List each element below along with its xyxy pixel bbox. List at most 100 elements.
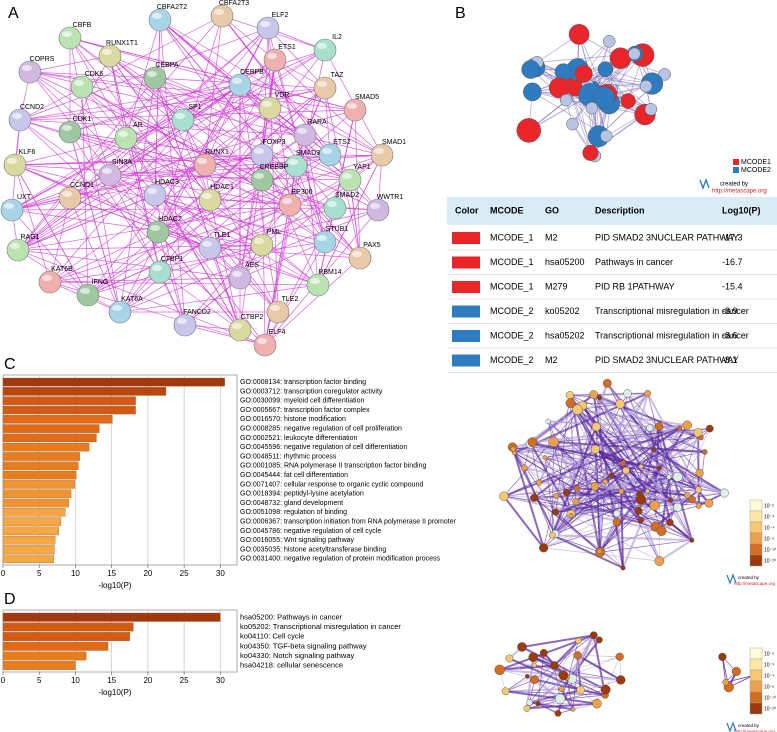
edge	[69, 131, 161, 273]
edge	[154, 77, 241, 331]
term-node	[649, 500, 660, 511]
node-shine	[102, 49, 112, 55]
edge	[605, 656, 621, 690]
term-node	[550, 661, 559, 670]
edge	[295, 165, 326, 243]
node-shine	[310, 278, 320, 284]
panel-label: C	[4, 356, 16, 373]
table-cell: MCODE_1	[490, 232, 534, 242]
protein-node	[198, 236, 222, 260]
logo	[726, 721, 737, 732]
protein-node	[318, 143, 342, 167]
bar	[2, 517, 62, 526]
edge	[570, 490, 648, 516]
edge	[534, 635, 594, 680]
x-tick-label: 20	[143, 676, 152, 685]
term-node	[684, 492, 691, 499]
term-node	[570, 707, 576, 712]
category-label: GO:0016570: histone modification	[240, 416, 346, 423]
term-node	[719, 488, 729, 498]
edge	[19, 27, 269, 121]
edge	[69, 131, 121, 313]
table-cell: -8.6	[722, 330, 738, 340]
edge	[578, 639, 600, 642]
term-node	[535, 701, 541, 707]
category-label: GO:0031400: negative regulation of prote…	[240, 556, 441, 563]
term-node	[672, 471, 683, 482]
edge	[109, 174, 291, 206]
network-node	[658, 68, 671, 81]
network-node	[628, 47, 641, 61]
x-axis-label: -log10(P)	[99, 688, 132, 697]
protein-node	[98, 44, 122, 68]
edge	[722, 656, 726, 683]
term-node	[668, 497, 674, 503]
edge	[555, 467, 660, 513]
edge	[17, 249, 241, 279]
bar	[2, 632, 130, 641]
category-label: GO:0051098: regulation of binding	[240, 509, 347, 516]
node-shine	[297, 128, 307, 134]
protein-node	[38, 270, 62, 294]
edge	[17, 194, 156, 251]
edge	[575, 501, 641, 521]
node-label: CTBP1	[161, 256, 184, 263]
term-node	[523, 704, 531, 712]
edge	[583, 73, 647, 87]
table-header: GO	[545, 205, 559, 215]
node-shine	[147, 188, 157, 194]
node-label: RAG1	[20, 234, 39, 241]
node-shine	[112, 305, 122, 311]
edge	[555, 403, 621, 496]
table-cell: M2	[545, 232, 558, 242]
x-tick-label: 10	[71, 569, 80, 578]
node-shine	[4, 203, 14, 209]
edge	[157, 87, 326, 233]
term-node	[645, 488, 650, 494]
legend-swatch	[733, 159, 739, 165]
scale-swatch	[749, 658, 763, 671]
edge	[14, 154, 263, 166]
network-node	[609, 47, 632, 69]
edge	[600, 539, 692, 553]
protein-node	[18, 60, 42, 84]
edge	[509, 658, 528, 677]
term-node	[548, 436, 559, 448]
edge	[593, 393, 706, 453]
node-shine	[42, 275, 52, 281]
edge	[596, 426, 725, 494]
edge	[530, 442, 606, 483]
node-label: RUNX1T1	[106, 40, 138, 47]
node-shine	[197, 158, 207, 164]
node-shine	[22, 65, 32, 71]
node-label: CTBP2	[241, 314, 264, 321]
color-swatch	[452, 256, 480, 269]
edge	[109, 55, 184, 121]
network-node	[600, 129, 613, 143]
edge	[537, 639, 600, 704]
bar	[2, 387, 167, 396]
node-label: RUNX1	[205, 149, 229, 156]
table-cell: -16.7	[722, 257, 743, 267]
node-shine	[150, 225, 160, 231]
edge	[209, 199, 241, 331]
table-cell: Pathways in cancer	[595, 257, 673, 267]
node-shine	[347, 103, 357, 109]
term-node	[539, 649, 548, 657]
term-node	[637, 517, 644, 524]
legend-swatch	[733, 167, 739, 173]
node-label: CDK6	[85, 71, 104, 78]
term-node	[528, 652, 538, 663]
table-cell: hsa05202	[545, 330, 585, 340]
term-node	[517, 642, 527, 652]
color-swatch	[452, 305, 480, 318]
protein-node	[58, 26, 82, 50]
bar	[2, 622, 134, 632]
term-node	[520, 464, 528, 471]
bar	[2, 424, 100, 433]
term-node	[682, 420, 693, 430]
edge	[109, 55, 263, 156]
bar	[2, 480, 75, 489]
edge	[109, 174, 263, 246]
term-node	[562, 488, 571, 497]
